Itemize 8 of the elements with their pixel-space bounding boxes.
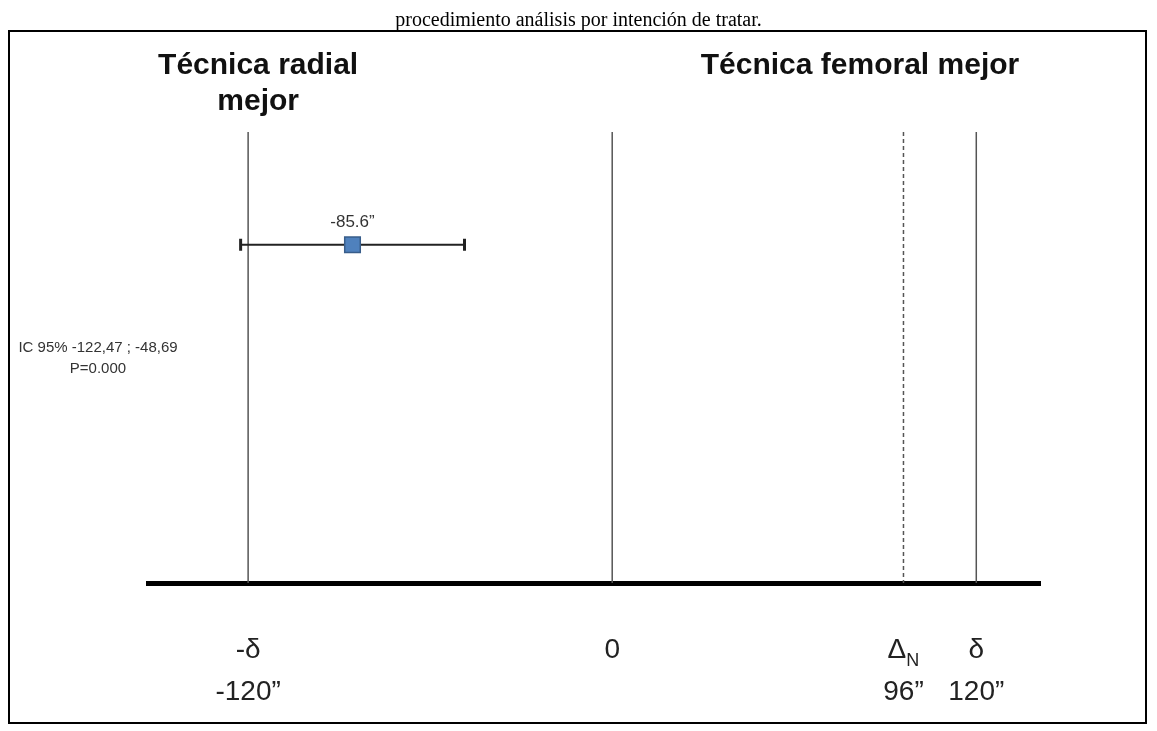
text: Técnica radial mejor [158,47,359,116]
x-tick-label: 0 [604,633,620,664]
chart-title: procedimiento análisis por intención de tratar. [394,8,763,30]
annotation: IC 95% -122,47 ; -48,69 P=0.000 [18,338,178,376]
text: Técnica femoral mejor [700,47,1020,80]
x-tick-label: -δ -120” [215,633,281,706]
data-label: -85.6” [330,211,376,231]
x-tick-label: δ 120” [948,633,1005,706]
